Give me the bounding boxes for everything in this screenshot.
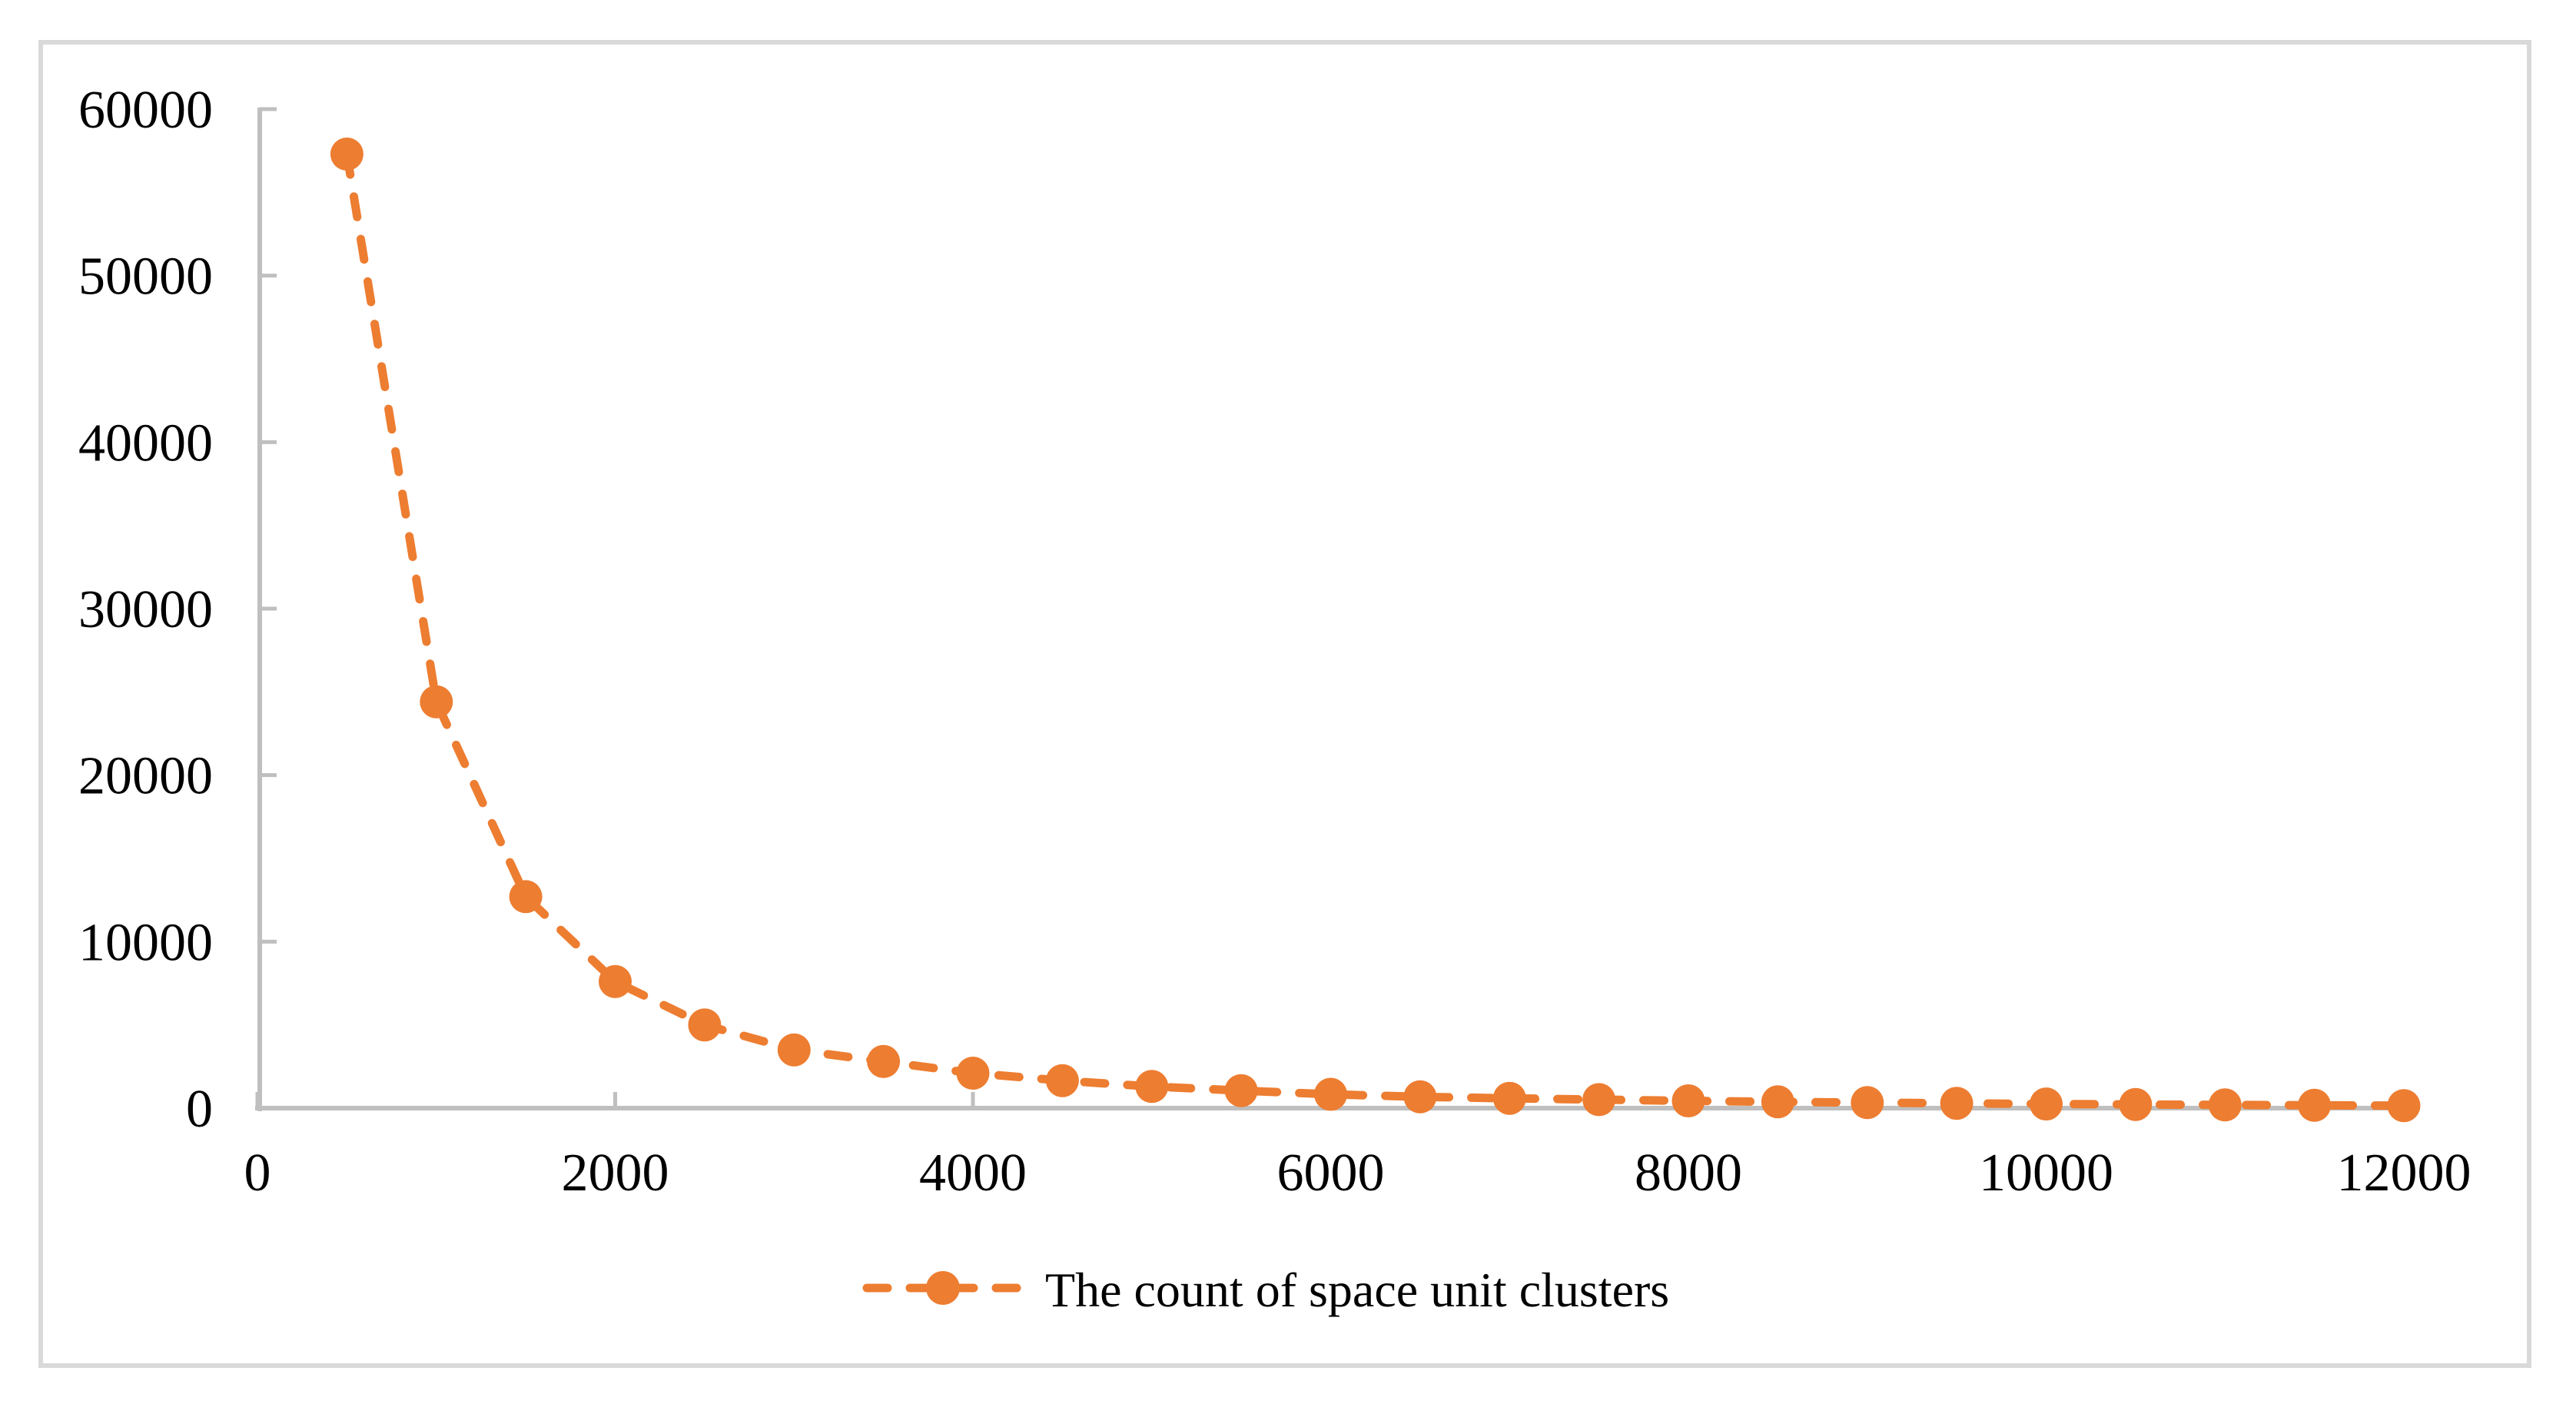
x-tick-label: 8000 [1635, 1143, 1742, 1203]
data-point-marker [599, 964, 632, 998]
axes [255, 107, 2413, 1111]
legend: The count of space unit clusters [862, 1263, 1669, 1317]
data-point-marker [1135, 1070, 1169, 1104]
data-point-marker [688, 1008, 722, 1042]
data-point-marker [1224, 1074, 1258, 1107]
legend-marker-icon [926, 1271, 960, 1305]
series [330, 138, 2421, 1123]
data-point-marker [330, 138, 363, 171]
data-point-marker [1045, 1064, 1079, 1097]
legend-label: The count of space unit clusters [1045, 1263, 1669, 1317]
y-tick-label: 60000 [78, 81, 213, 140]
data-point-marker [2119, 1087, 2153, 1121]
y-tick-label: 0 [186, 1080, 213, 1139]
y-tick-label: 10000 [78, 913, 213, 972]
data-point-marker [2208, 1088, 2242, 1122]
data-point-marker [1761, 1085, 1794, 1119]
y-tick-label: 40000 [78, 413, 213, 473]
data-point-marker [867, 1044, 901, 1078]
y-tick-label: 30000 [78, 580, 213, 639]
data-point-marker [1851, 1086, 1884, 1120]
data-point-marker [1671, 1084, 1705, 1117]
data-point-marker [509, 880, 543, 914]
data-point-marker [2387, 1089, 2421, 1123]
data-point-marker [420, 685, 453, 719]
data-point-marker [2298, 1088, 2332, 1122]
x-tick-label: 2000 [562, 1143, 669, 1203]
x-tick-label: 12000 [2337, 1143, 2471, 1203]
x-tick-label: 10000 [1979, 1143, 2113, 1203]
data-point-marker [1314, 1077, 1347, 1111]
data-point-marker [1940, 1087, 1973, 1120]
x-tick-label: 6000 [1277, 1143, 1385, 1203]
data-point-marker [777, 1033, 811, 1067]
x-tick-label: 4000 [919, 1143, 1027, 1203]
data-point-marker [2030, 1087, 2063, 1121]
x-tick-label: 0 [244, 1143, 271, 1203]
series-line [342, 150, 2408, 1110]
y-tick-label: 50000 [78, 247, 213, 307]
data-point-marker [1582, 1083, 1616, 1117]
data-point-marker [956, 1057, 990, 1090]
data-point-marker [1492, 1081, 1526, 1115]
tick-labels: 0 10000 20000 30000 40000 50000 60000 0 2000 4000… [78, 81, 2471, 1203]
data-point-marker [1403, 1080, 1437, 1114]
chart-outer-frame [38, 40, 2531, 1368]
y-tick-label: 20000 [78, 747, 213, 806]
